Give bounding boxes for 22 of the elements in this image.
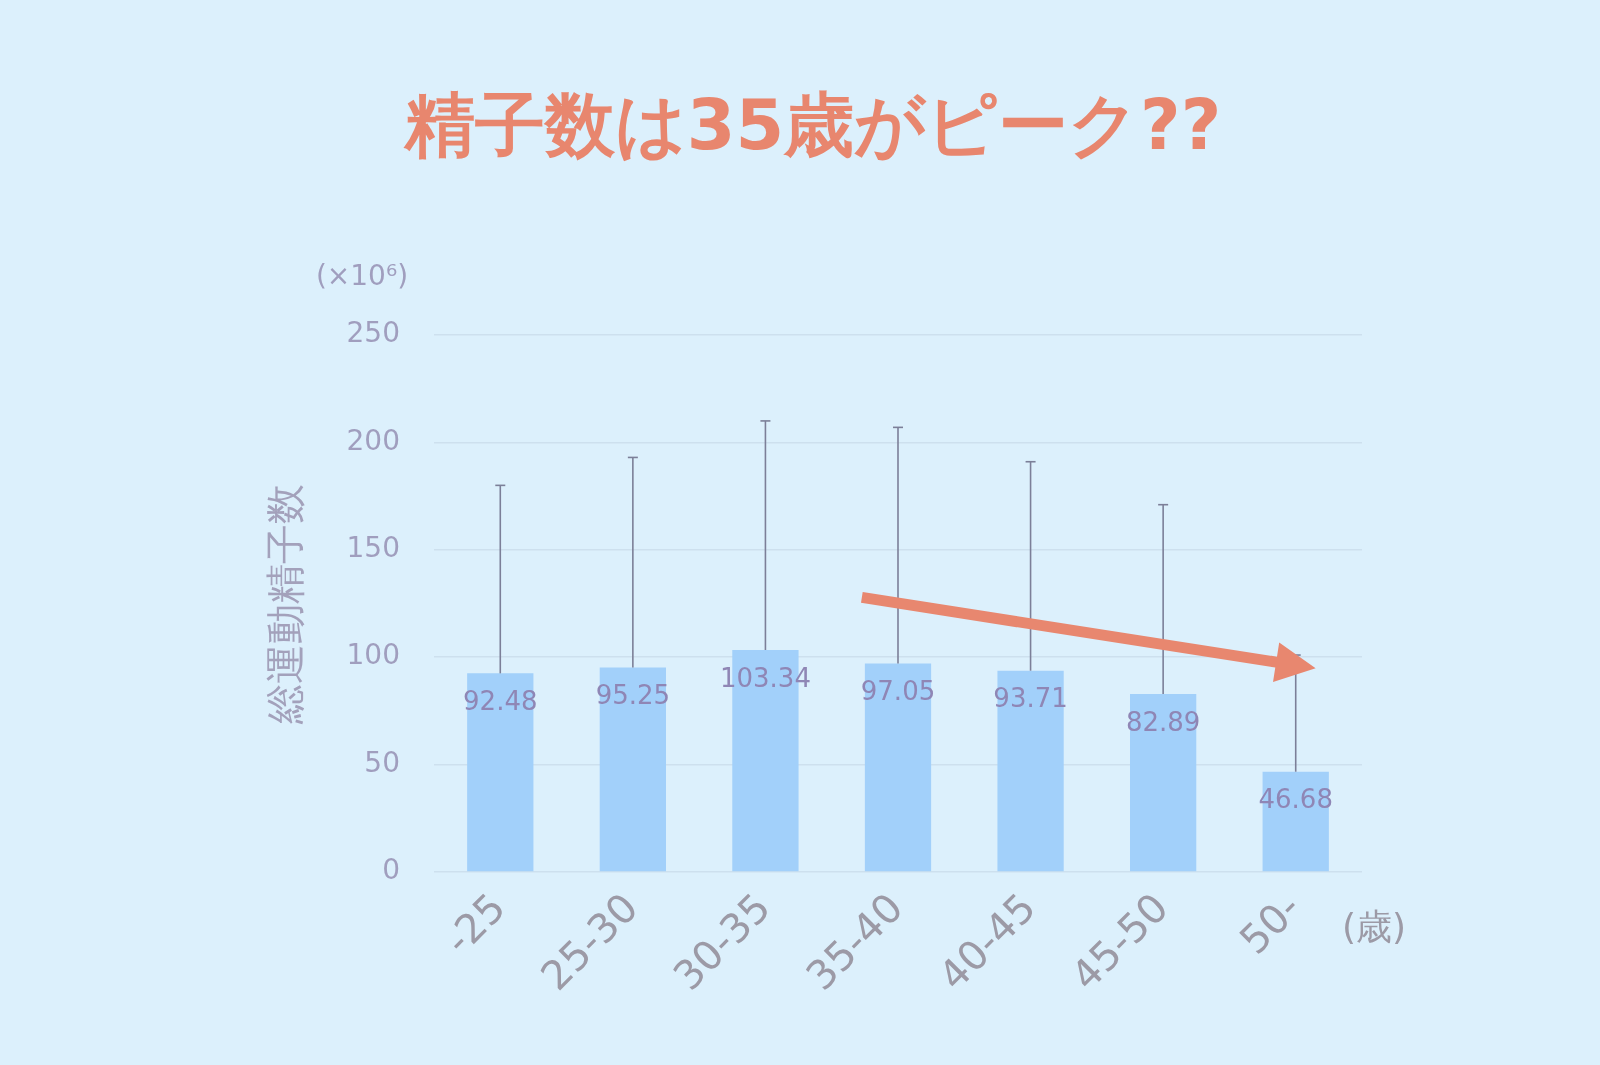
data-label: 97.05 (860, 676, 936, 707)
y-tick-label: 50 (364, 745, 400, 779)
y-tick-label: 150 (346, 531, 400, 565)
bar (599, 667, 666, 872)
data-label: 103.34 (719, 662, 811, 693)
x-tick-label: -25 (435, 884, 514, 963)
data-label: 82.89 (1125, 706, 1201, 737)
y-tick-label: 0 (382, 853, 400, 887)
y-axis-title: 総運動精子数 (262, 483, 309, 725)
x-axis-title: (歳) (1341, 906, 1407, 948)
text: (×10⁶) (315, 259, 409, 293)
data-label: 95.25 (595, 680, 671, 711)
data-label: 92.48 (463, 686, 538, 717)
data-label: 93.71 (993, 683, 1068, 714)
y-tick-label: 250 (346, 316, 400, 350)
y-tick-label: 100 (346, 638, 400, 672)
chart-title: 精子数は35歳がピーク?? (402, 84, 1222, 167)
bar (997, 670, 1064, 872)
x-tick-label: 50- (1230, 884, 1310, 963)
bar (864, 663, 932, 872)
y-tick-label: 200 (346, 423, 400, 457)
data-label: 46.68 (1258, 784, 1333, 815)
